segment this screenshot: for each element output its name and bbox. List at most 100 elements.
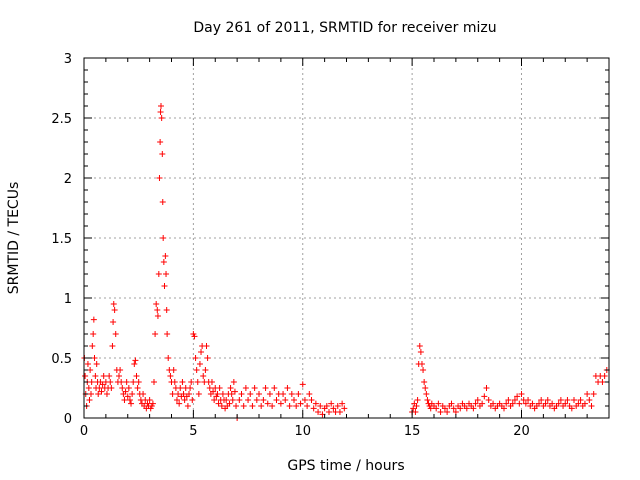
data-point [269, 403, 276, 409]
data-point [226, 400, 233, 407]
data-point [193, 367, 200, 373]
data-point [187, 385, 194, 391]
data-point [301, 397, 308, 403]
data-point [84, 361, 91, 367]
data-point [223, 397, 230, 403]
data-point [297, 400, 304, 407]
data-point [169, 391, 176, 397]
data-point [295, 391, 302, 397]
data-point [151, 379, 157, 385]
data-point [334, 403, 341, 409]
data-point [422, 385, 429, 391]
data-point [511, 397, 518, 403]
data-point [586, 397, 593, 403]
axis-ticks [83, 57, 610, 419]
data-point [131, 361, 138, 367]
data-point [516, 400, 523, 407]
data-point [154, 307, 161, 313]
data-point [571, 397, 577, 403]
data-point [110, 301, 117, 307]
data-point [518, 391, 525, 397]
data-point [444, 409, 451, 415]
data-point [204, 355, 211, 361]
data-point [421, 379, 428, 385]
data-point [266, 391, 273, 397]
data-point [157, 109, 164, 115]
data-point [173, 397, 180, 403]
data-point [227, 385, 234, 391]
data-point [122, 388, 129, 395]
data-point [485, 397, 492, 403]
data-point [160, 235, 167, 241]
data-point [106, 373, 113, 379]
data-point [529, 400, 536, 407]
x-tick-label: 5 [189, 424, 197, 439]
data-point [336, 409, 343, 415]
data-point [119, 385, 126, 391]
data-point [99, 381, 106, 388]
data-point [542, 400, 549, 407]
data-point [196, 361, 203, 367]
data-point [288, 391, 295, 397]
data-point [247, 391, 254, 397]
data-point [109, 343, 116, 349]
data-point [214, 391, 221, 397]
data-point [341, 405, 348, 412]
data-point [590, 391, 597, 397]
data-point [435, 400, 442, 407]
data-point [195, 391, 202, 397]
y-tick-label: 1.5 [51, 232, 72, 247]
data-point [124, 393, 131, 400]
data-point [433, 405, 440, 412]
data-point [291, 397, 297, 403]
data-point [159, 199, 166, 205]
data-point [192, 355, 199, 361]
chart-title: Day 261 of 2011, SRMTID for receiver miz… [193, 20, 496, 36]
data-point [112, 331, 119, 337]
data-point [427, 405, 434, 412]
x-tick-label: 15 [404, 424, 421, 439]
data-point [323, 403, 330, 409]
data-point [230, 379, 237, 385]
data-point [483, 385, 490, 391]
data-point [96, 385, 103, 391]
data-point [126, 397, 133, 403]
data-point [155, 271, 162, 277]
y-tick-label: 2.5 [51, 112, 72, 127]
data-point [175, 391, 182, 397]
data-point [128, 400, 135, 407]
data-point [132, 357, 139, 364]
data-point [117, 367, 124, 373]
data-point [170, 367, 177, 373]
data-point [410, 405, 417, 412]
data-point [284, 385, 291, 391]
data-point [509, 400, 516, 407]
data-point [200, 373, 207, 379]
data-point [129, 391, 136, 397]
data-point [163, 271, 170, 277]
y-tick-label: 2 [64, 172, 72, 187]
data-point [231, 388, 238, 395]
data-point [152, 331, 159, 337]
data-point [328, 400, 335, 407]
data-point [330, 405, 337, 412]
data-point [163, 307, 170, 313]
data-point [424, 397, 431, 403]
y-tick-label: 0 [64, 412, 72, 427]
data-point [601, 373, 608, 379]
data-point [260, 397, 267, 403]
data-point [203, 343, 210, 349]
data-point [229, 397, 236, 403]
data-point [251, 385, 258, 391]
data-point [514, 393, 521, 400]
data-point [216, 385, 223, 391]
data-point [146, 397, 153, 403]
data-point [326, 409, 332, 415]
data-point [557, 397, 564, 403]
data-point [159, 151, 166, 157]
data-point [219, 391, 226, 397]
data-point [211, 397, 218, 403]
data-point [179, 379, 186, 385]
